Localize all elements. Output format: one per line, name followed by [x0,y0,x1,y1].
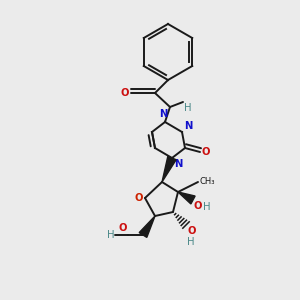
Text: O: O [134,193,143,203]
Text: O: O [202,147,211,157]
Text: CH₃: CH₃ [200,176,215,185]
Text: H: H [203,202,211,212]
Polygon shape [139,216,155,237]
Polygon shape [162,156,176,182]
Text: O: O [121,88,129,98]
Text: N: N [184,121,192,131]
Text: N: N [160,109,168,119]
Text: H: H [187,237,194,247]
Text: O: O [118,223,127,233]
Text: N: N [174,159,182,169]
Polygon shape [178,192,195,204]
Text: H: H [184,103,191,113]
Text: O: O [187,226,196,236]
Text: O: O [194,201,202,211]
Text: H: H [106,230,114,240]
